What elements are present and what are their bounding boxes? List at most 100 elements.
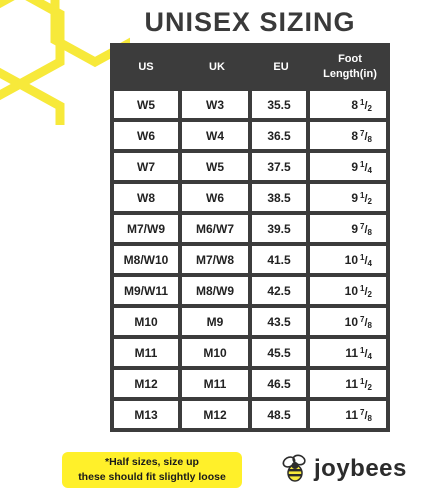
foot-length-cell: 11 1/4 [310,339,390,370]
us-cell: W7 [110,153,182,184]
header-uk: UK [182,43,252,91]
foot-fraction-numerator: 1 [360,97,365,107]
foot-fraction-denominator: 8 [367,320,372,330]
foot-length-cell: 10 1/2 [310,277,390,308]
uk-cell: M9 [182,308,252,339]
foot-fraction-numerator: 7 [360,314,365,324]
eu-cell: 37.5 [252,153,310,184]
table-row: M11 M10 45.5 11 1/4 [110,339,390,370]
foot-length-cell: 9 7/8 [310,215,390,246]
eu-cell: 41.5 [252,246,310,277]
foot-whole: 10 [344,283,359,298]
foot-fraction-denominator: 4 [367,165,372,175]
logo-text: joybees [314,455,407,482]
table-row: M13 M12 48.5 11 7/8 [110,401,390,432]
us-cell: M9/W11 [110,277,182,308]
foot-whole: 8 [351,128,359,143]
header-foot-line2: Length(in) [323,68,377,80]
fraction-slash: / [364,285,368,298]
eu-cell: 45.5 [252,339,310,370]
foot-fraction-denominator: 2 [367,103,372,113]
foot-whole: 11 [345,407,359,422]
fraction-slash: / [364,254,368,267]
header-row: US UK EU Foot Length(in) [110,43,390,91]
fraction-slash: / [364,99,368,112]
us-cell: W5 [110,91,182,122]
table-row: M12 M11 46.5 11 1/2 [110,370,390,401]
sizing-table-body: W5 W3 35.5 8 1/2 W6 W4 36.5 8 7/8 W7 W5 37.5 9 1/4 W8 W6… [110,91,390,432]
honeycomb-decoration [0,0,130,125]
uk-cell: M10 [182,339,252,370]
fraction-slash: / [364,223,368,236]
foot-length-cell: 8 1/2 [310,91,390,122]
foot-fraction-denominator: 4 [367,258,372,268]
table-row: M10 M9 43.5 10 7/8 [110,308,390,339]
fraction-slash: / [364,192,368,205]
eu-cell: 35.5 [252,91,310,122]
foot-fraction-denominator: 2 [367,382,372,392]
bee-icon [282,454,306,482]
eu-cell: 48.5 [252,401,310,432]
us-cell: M13 [110,401,182,432]
table-row: M7/W9 M6/W7 39.5 9 7/8 [110,215,390,246]
foot-fraction-denominator: 2 [367,196,372,206]
sizing-table: US UK EU Foot Length(in) W5 W3 35.5 8 1/2 W6 W… [110,43,390,432]
eu-cell: 39.5 [252,215,310,246]
foot-fraction-denominator: 8 [367,413,372,423]
uk-cell: M7/W8 [182,246,252,277]
uk-cell: W6 [182,184,252,215]
foot-fraction-denominator: 2 [367,289,372,299]
foot-whole: 8 [351,97,359,112]
foot-fraction-denominator: 8 [367,227,372,237]
uk-cell: W3 [182,91,252,122]
us-cell: M10 [110,308,182,339]
uk-cell: M12 [182,401,252,432]
eu-cell: 38.5 [252,184,310,215]
foot-length-cell: 8 7/8 [310,122,390,153]
uk-cell: W5 [182,153,252,184]
foot-fraction-denominator: 4 [367,351,372,361]
foot-whole: 10 [344,252,359,267]
table-row: W6 W4 36.5 8 7/8 [110,122,390,153]
us-cell: M8/W10 [110,246,182,277]
fraction-slash: / [364,347,368,360]
foot-length-cell: 9 1/2 [310,184,390,215]
foot-whole: 11 [345,345,359,360]
fraction-slash: / [364,409,368,422]
us-cell: W8 [110,184,182,215]
us-cell: M12 [110,370,182,401]
us-cell: M11 [110,339,182,370]
foot-fraction-numerator: 1 [360,376,365,386]
foot-fraction-numerator: 7 [360,128,365,138]
note-line2: these should fit slightly loose [78,471,226,483]
foot-fraction-numerator: 1 [360,252,365,262]
foot-length-cell: 10 1/4 [310,246,390,277]
page-title: UNISEX SIZING [144,7,356,37]
joybees-logo: joybees [280,453,420,485]
foot-fraction-numerator: 7 [360,407,365,417]
foot-length-cell: 10 7/8 [310,308,390,339]
eu-cell: 36.5 [252,122,310,153]
uk-cell: W4 [182,122,252,153]
eu-cell: 42.5 [252,277,310,308]
us-cell: M7/W9 [110,215,182,246]
fraction-slash: / [364,316,368,329]
foot-whole: 11 [345,376,359,391]
uk-cell: M11 [182,370,252,401]
foot-fraction-numerator: 7 [360,221,365,231]
table-row: M8/W10 M7/W8 41.5 10 1/4 [110,246,390,277]
eu-cell: 43.5 [252,308,310,339]
foot-length-cell: 11 1/2 [310,370,390,401]
foot-whole: 9 [351,159,359,174]
note-line1: *Half sizes, size up [105,456,199,468]
foot-length-cell: 9 1/4 [310,153,390,184]
table-row: W5 W3 35.5 8 1/2 [110,91,390,122]
uk-cell: M8/W9 [182,277,252,308]
header-eu: EU [252,43,310,91]
foot-fraction-numerator: 1 [360,190,365,200]
foot-fraction-numerator: 1 [360,159,365,169]
header-foot-length: Foot Length(in) [310,43,390,91]
header-us: US [110,43,182,91]
foot-whole: 9 [351,190,359,205]
eu-cell: 46.5 [252,370,310,401]
